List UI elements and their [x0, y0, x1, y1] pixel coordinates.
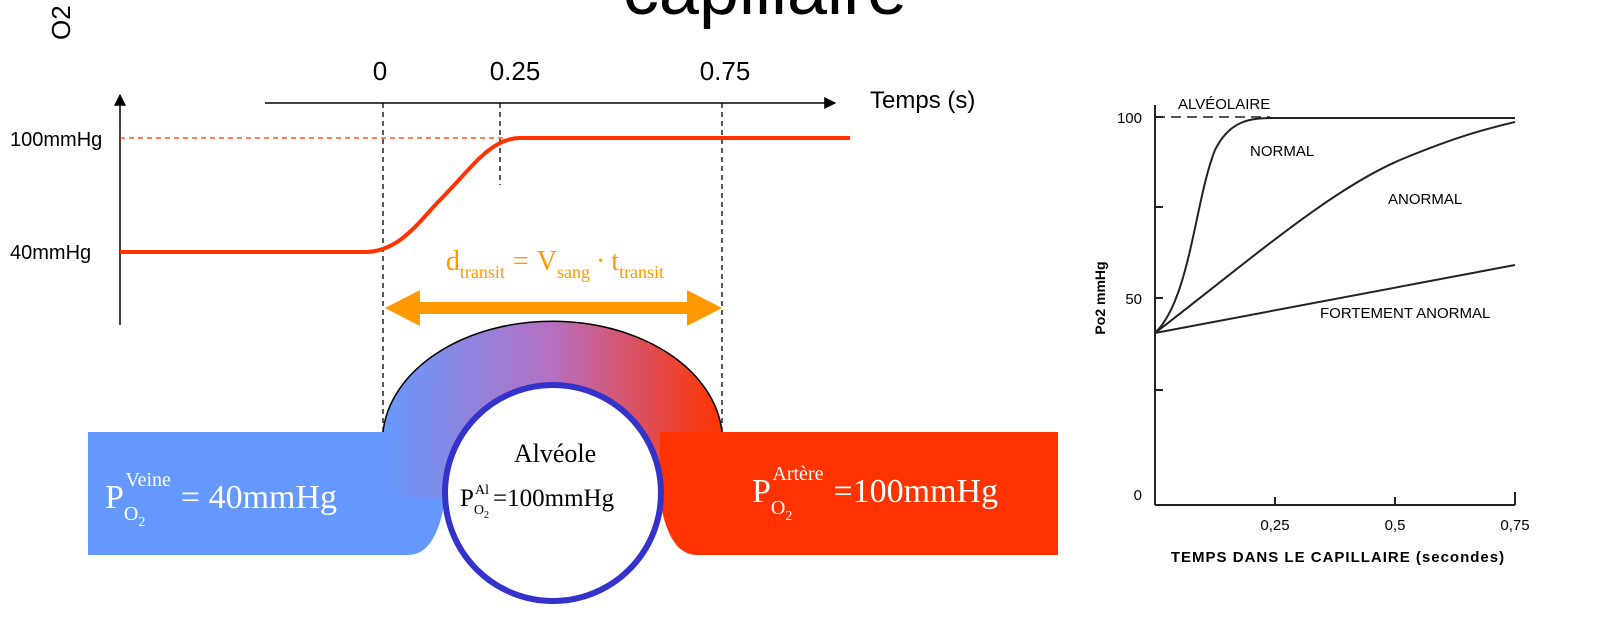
- text-part: P: [105, 479, 124, 516]
- text-part: 2: [785, 509, 792, 524]
- alveole-name: Alvéole: [514, 439, 596, 468]
- curve-label: ALVÉOLAIRE: [1178, 96, 1270, 113]
- text-part: O: [474, 503, 484, 518]
- text-part: P: [752, 473, 771, 510]
- text-part: O: [771, 497, 785, 519]
- text-part: transit: [619, 262, 664, 282]
- text-part: 2: [484, 510, 489, 521]
- cut-label: O2: [46, 5, 76, 40]
- pressure-tick: 40mmHg: [10, 242, 91, 264]
- pressure-tick: 100mmHg: [10, 129, 102, 151]
- formula: dtransit = Vsang · ttransit: [446, 246, 664, 282]
- time-tick: 0: [373, 56, 387, 86]
- text-part: Al: [475, 483, 489, 498]
- x-tick: 0,5: [1385, 517, 1406, 534]
- artery-bend: [660, 432, 722, 555]
- time-axis-label: Temps (s): [870, 87, 975, 114]
- text-part: d: [446, 246, 460, 277]
- po2-curve: [120, 136, 850, 254]
- curve-label: NORMAL: [1250, 143, 1314, 160]
- text-part: V: [537, 246, 557, 277]
- x-tick: 0,25: [1260, 517, 1289, 534]
- text-part: =100mmHg: [833, 473, 998, 510]
- text-part: 2: [138, 515, 145, 530]
- text-part: Veine: [125, 469, 171, 491]
- vein: [88, 432, 388, 555]
- y-tick: 50: [1125, 291, 1142, 308]
- alveole: [442, 382, 664, 604]
- title: capillaire: [623, 0, 907, 30]
- y-tick: 100: [1117, 110, 1142, 127]
- time-tick: 0.25: [490, 56, 541, 86]
- text-part: =: [513, 246, 529, 277]
- x-axis-label: TEMPS DANS LE CAPILLAIRE (secondes): [1171, 549, 1505, 566]
- text-part: P: [460, 485, 474, 512]
- text-part: Artère: [772, 463, 823, 485]
- curve-label: ANORMAL: [1388, 191, 1462, 208]
- time-tick: 0.75: [700, 56, 751, 86]
- alveole-label: PO2 Al =100mmHg: [460, 483, 615, 521]
- artery-label: PO2 Artère =100mmHg: [752, 463, 998, 524]
- text-part: = 40mmHg: [181, 479, 337, 516]
- text-part: transit: [460, 262, 505, 282]
- right-curves: [1154, 117, 1516, 334]
- y-tick: 0: [1134, 487, 1142, 504]
- curve-label: FORTEMENT ANORMAL: [1320, 305, 1490, 322]
- transit-arrow: [385, 290, 722, 326]
- arch-outline: [382, 320, 723, 433]
- text-part: O: [124, 503, 138, 525]
- y-axis-label: Po2 mmHg: [1092, 261, 1108, 334]
- x-tick: 0,75: [1500, 517, 1529, 534]
- artery: [715, 432, 1058, 555]
- vein-label: PO2 Veine = 40mmHg: [105, 469, 337, 530]
- text-part: =100mmHg: [493, 485, 615, 512]
- text-part: ·: [596, 246, 605, 277]
- right-axes: [1154, 105, 1516, 506]
- text-part: sang: [557, 262, 590, 282]
- text-part: t: [611, 246, 619, 277]
